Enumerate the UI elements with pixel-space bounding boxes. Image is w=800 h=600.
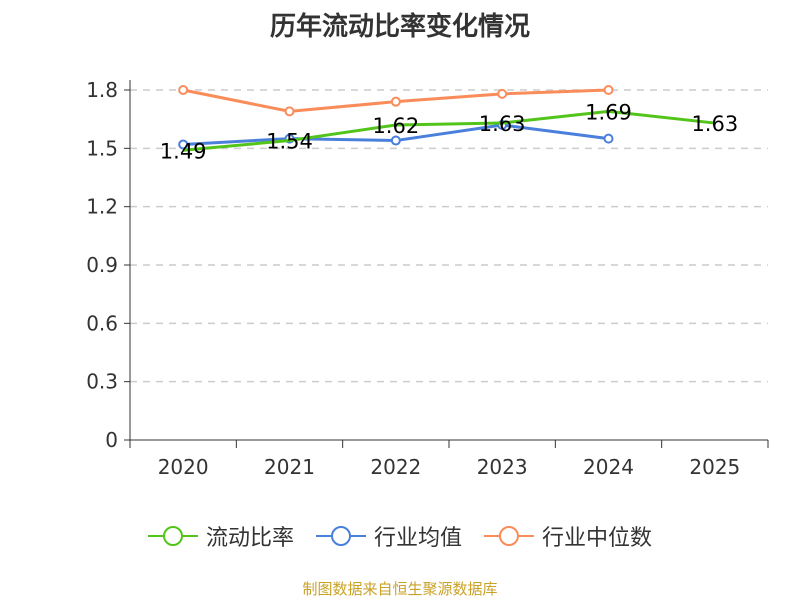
data-label: 1.49 xyxy=(160,139,207,163)
legend-marker-blue-icon xyxy=(315,526,366,546)
y-tick-label: 0.6 xyxy=(86,311,118,335)
x-tick-label: 2023 xyxy=(477,455,528,479)
legend-marker-green-icon xyxy=(147,526,198,546)
chart-title: 历年流动比率变化情况 xyxy=(269,12,530,42)
data-point xyxy=(603,133,614,144)
legend-label: 流动比率 xyxy=(205,526,294,551)
data-label: 1.63 xyxy=(479,112,526,136)
data-label: 1.62 xyxy=(372,114,419,138)
data-label: 1.63 xyxy=(691,112,738,136)
y-tick-label: 1.8 xyxy=(86,78,118,102)
data-point xyxy=(390,135,401,146)
x-tick-label: 2024 xyxy=(583,455,634,479)
data-point xyxy=(497,88,508,99)
y-tick-label: 0 xyxy=(105,428,118,452)
x-tick-label: 2020 xyxy=(158,455,209,479)
y-tick-label: 0.3 xyxy=(86,370,118,394)
legend-item-industry-median[interactable]: 行业中位数 xyxy=(484,520,652,552)
legend-label: 行业均值 xyxy=(373,526,462,551)
x-tick-label: 2022 xyxy=(370,455,421,479)
data-point xyxy=(390,96,401,107)
y-tick-label: 1.2 xyxy=(86,195,118,219)
data-point xyxy=(178,85,189,95)
legend: 流动比率 行业均值 行业中位数 xyxy=(0,520,800,552)
legend-item-current-ratio[interactable]: 流动比率 xyxy=(147,520,294,552)
data-label: 1.69 xyxy=(585,100,632,124)
data-source-note: 制图数据来自恒生聚源数据库 xyxy=(302,580,498,598)
y-tick-label: 0.9 xyxy=(86,253,118,277)
series-line xyxy=(183,109,715,152)
y-tick-label: 1.5 xyxy=(86,136,118,160)
x-tick-label: 2025 xyxy=(689,455,740,479)
data-point xyxy=(284,106,295,117)
data-label: 1.54 xyxy=(266,130,313,154)
legend-marker-orange-icon xyxy=(484,526,534,546)
data-point xyxy=(603,85,614,95)
legend-item-industry-mean[interactable]: 行业均值 xyxy=(315,520,462,552)
x-tick-label: 2021 xyxy=(264,455,315,479)
data-point xyxy=(178,139,189,150)
legend-label: 行业中位数 xyxy=(542,526,653,551)
